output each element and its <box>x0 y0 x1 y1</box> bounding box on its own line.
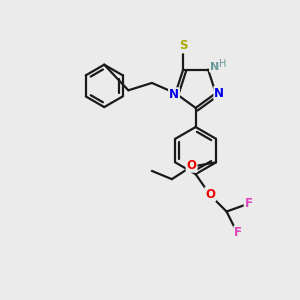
Text: O: O <box>187 159 196 172</box>
Text: S: S <box>179 40 188 52</box>
Text: N: N <box>169 88 179 101</box>
Text: H: H <box>218 59 226 69</box>
Text: F: F <box>244 197 253 210</box>
Text: F: F <box>234 226 242 239</box>
Text: N: N <box>214 87 224 100</box>
Text: O: O <box>206 188 215 201</box>
Text: N: N <box>210 61 219 72</box>
